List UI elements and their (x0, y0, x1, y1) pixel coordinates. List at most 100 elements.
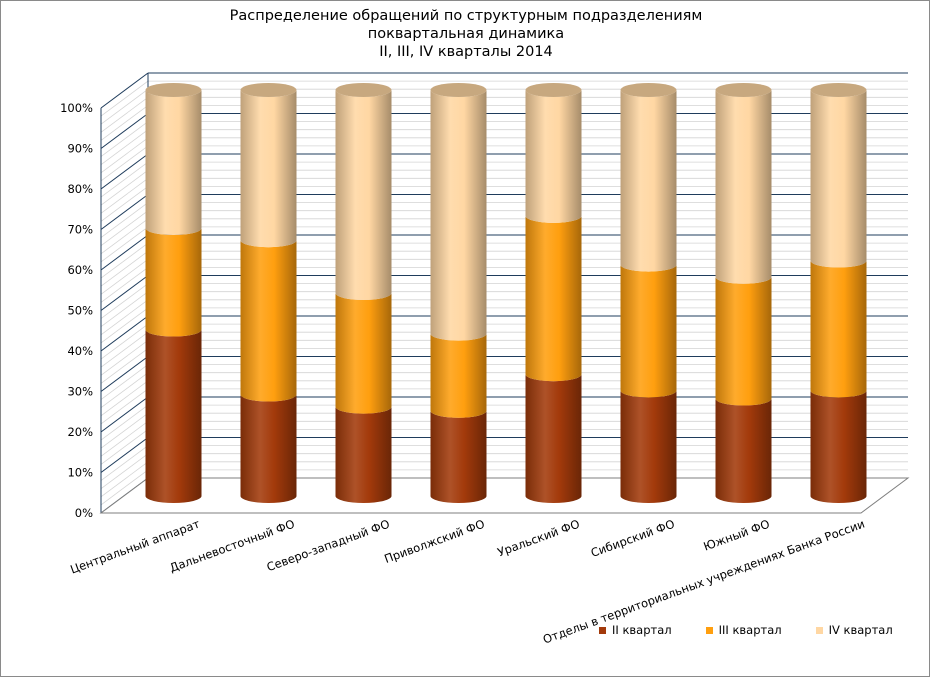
chart-title-line-2: поквартальная динамика (367, 26, 565, 42)
bar-4-q-cat-2 (335, 90, 392, 300)
bar-2-q-cat-7 (810, 390, 867, 503)
bar-3-q-cat-0 (145, 228, 202, 337)
minor-gridline-side (100, 218, 149, 255)
bar-top-cap-4 (525, 83, 582, 97)
major-gridline-side (100, 315, 149, 352)
minor-gridline-side (100, 348, 149, 384)
bar-top-cap-0 (145, 83, 202, 97)
bar-4-q-cat-6 (715, 90, 772, 284)
y-tick-label: 0% (75, 506, 93, 520)
x-category-label: Уральский ФО (496, 517, 582, 560)
bar-3-q-cat-5 (620, 264, 677, 398)
minor-gridline-side (100, 105, 149, 141)
minor-gridline-side (100, 258, 149, 295)
chart-title-line-3: II, III, IV кварталы 2014 (379, 44, 553, 60)
legend-swatch-q4 (815, 626, 823, 634)
minor-gridline-side (100, 331, 149, 368)
minor-gridline-side (100, 372, 149, 409)
minor-gridline-side (100, 169, 149, 206)
minor-gridline-side (100, 145, 149, 182)
bar-4-q-cat-0 (145, 90, 202, 236)
y-tick-label: 50% (67, 304, 93, 318)
minor-gridline-side (100, 429, 149, 465)
bar-top-cap-1 (240, 83, 297, 97)
legend-item-q2: II квартал (599, 623, 672, 637)
bar-3-q-cat-4 (525, 215, 582, 382)
minor-gridline-side (100, 161, 149, 198)
minor-gridline-side (100, 242, 149, 279)
minor-gridline-side (100, 307, 149, 344)
minor-gridline-side (100, 469, 149, 506)
legend-label-q2: II квартал (612, 623, 672, 637)
bar-top-cap-3 (430, 83, 487, 97)
minor-gridline-side (100, 380, 149, 417)
y-tick-label: 10% (67, 466, 93, 480)
chart-title-line-1: Распределение обращений по структурным п… (229, 8, 703, 24)
legend-label-q4: IV квартал (828, 623, 893, 637)
bar-2-q-cat-3 (430, 410, 487, 503)
y-tick-label: 80% (67, 182, 93, 196)
x-category-label: Южный ФО (701, 517, 771, 554)
bar-4-q-cat-4 (525, 90, 582, 223)
minor-gridline-side (100, 121, 149, 157)
bar-top-cap-7 (810, 83, 867, 97)
minor-gridline-side (100, 80, 149, 117)
major-gridline-side (100, 234, 149, 271)
minor-gridline-side (100, 323, 149, 360)
floor (99, 477, 910, 514)
bar-2-q-cat-5 (620, 390, 677, 503)
bar-3-q-cat-3 (430, 333, 487, 418)
x-category-label: Приволжский ФО (382, 517, 486, 566)
minor-gridline-side (100, 137, 149, 174)
minor-gridline-side (100, 88, 149, 125)
bar-4-q-cat-7 (810, 90, 867, 268)
major-gridline-side (100, 153, 149, 190)
legend-swatch-q2 (599, 626, 606, 634)
minor-gridline-side (100, 445, 149, 481)
bar-2-q-cat-4 (525, 374, 582, 503)
major-gridline-side (100, 194, 149, 230)
major-gridline-side (100, 356, 149, 392)
bar-2-q-cat-1 (240, 394, 297, 503)
bar-3-q-cat-7 (810, 260, 867, 398)
minor-gridline-side (100, 177, 149, 214)
y-tick-label: 30% (67, 385, 93, 399)
bar-top-cap-5 (620, 83, 677, 97)
y-tick-label: 60% (67, 263, 93, 277)
bar-3-q-cat-1 (240, 240, 297, 402)
legend: II квартал III квартал IV квартал (599, 623, 927, 637)
minor-gridline-side (100, 210, 149, 247)
bar-top-cap-6 (715, 83, 772, 97)
bar-2-q-cat-0 (145, 329, 202, 503)
legend-swatch-q3 (705, 626, 713, 634)
bar-4-q-cat-3 (430, 90, 487, 341)
minor-gridline-side (100, 364, 149, 400)
bar-4-q-cat-1 (240, 90, 297, 248)
major-gridline-side (100, 72, 149, 109)
minor-gridline-side (100, 420, 149, 457)
minor-gridline-side (100, 291, 149, 328)
bar-top-cap-2 (335, 83, 392, 97)
legend-item-q4: IV квартал (815, 623, 893, 637)
bar-4-q-cat-5 (620, 90, 677, 272)
major-gridline-side (100, 113, 149, 149)
y-tick-label: 70% (67, 223, 93, 237)
legend-item-q3: III квартал (705, 623, 782, 637)
y-tick-label: 20% (67, 425, 93, 439)
y-tick-label: 90% (67, 142, 93, 156)
minor-gridline-side (100, 339, 149, 376)
legend-label-q3: III квартал (718, 623, 782, 637)
bar-2-q-cat-2 (335, 406, 392, 503)
major-gridline-side (100, 437, 149, 473)
y-tick-label: 40% (67, 344, 93, 358)
y-tick-label: 100% (60, 101, 93, 115)
minor-gridline-side (100, 461, 149, 498)
bar-3-q-cat-2 (335, 293, 392, 414)
minor-gridline-side (100, 404, 149, 441)
minor-gridline-side (100, 226, 149, 263)
minor-gridline-side (100, 96, 149, 133)
major-gridline-side (100, 275, 149, 311)
minor-gridline-side (100, 186, 149, 222)
